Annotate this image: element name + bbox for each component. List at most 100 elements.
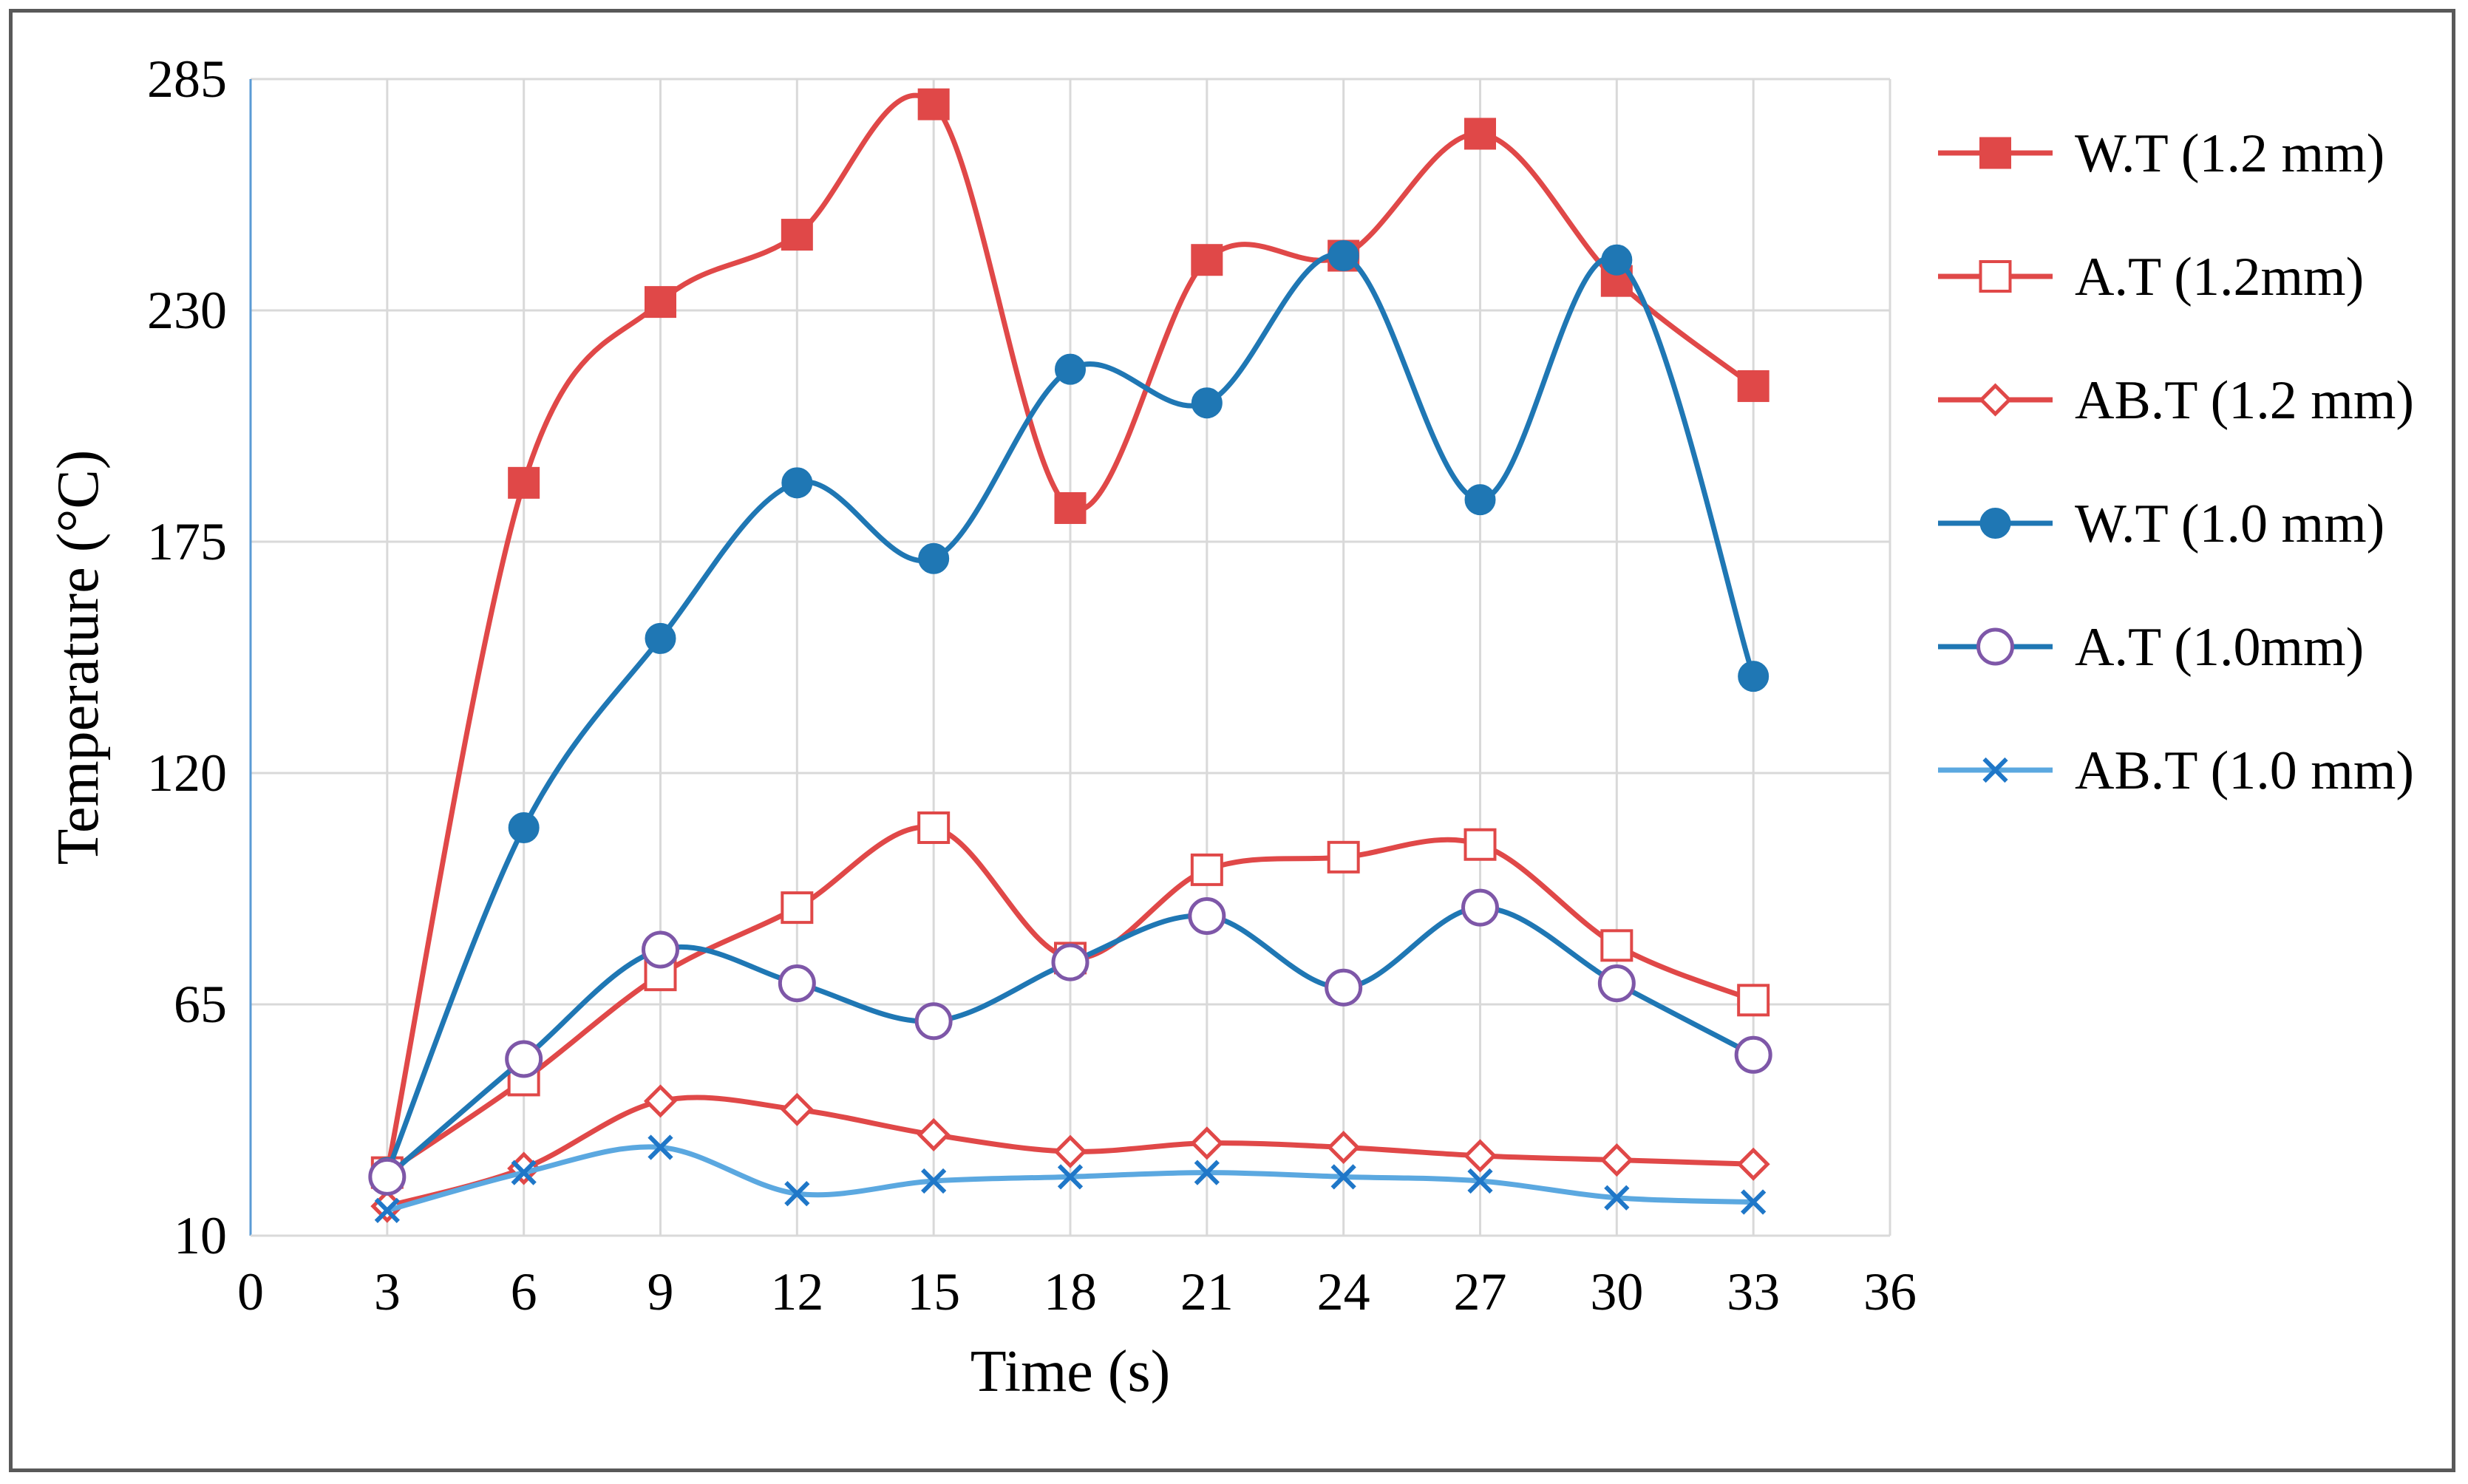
x-tick-label: 6 <box>511 1262 537 1321</box>
data-point <box>1051 943 1089 981</box>
data-point <box>1194 1160 1220 1185</box>
axes: 0 3 6 9 12 15 18 21 24 27 30 33 361065120175230285Ti… <box>46 50 1917 1404</box>
data-point <box>508 811 540 843</box>
data-point <box>1190 853 1223 886</box>
data-point <box>1736 1147 1770 1181</box>
legend-label: AB.T (1.0 mm) <box>2075 741 2414 801</box>
data-point <box>511 1160 537 1185</box>
data-point <box>1330 1164 1356 1190</box>
data-point <box>1190 1126 1224 1160</box>
legend-label: A.T (1.0mm) <box>2075 617 2364 678</box>
data-point <box>1053 1134 1087 1168</box>
data-point <box>780 1092 814 1126</box>
y-axis-title: Temperature (°C) <box>46 450 111 865</box>
legend-marker <box>1979 508 2011 539</box>
data-point <box>1328 240 1359 272</box>
data-point <box>374 1197 400 1223</box>
legend-marker <box>1976 627 2014 666</box>
data-point <box>917 1117 951 1151</box>
data-point <box>1464 118 1496 150</box>
series-line <box>384 251 1756 1176</box>
data-point <box>1325 968 1363 1007</box>
y-tick-label: 10 <box>174 1206 227 1265</box>
x-tick-label: 24 <box>1317 1262 1370 1321</box>
data-point <box>643 1084 678 1118</box>
data-point <box>1191 387 1223 419</box>
line-chart: 0 3 6 9 12 15 18 21 24 27 30 33 361065120175230285Ti… <box>46 50 2414 1404</box>
data-point <box>1600 1143 1634 1177</box>
data-point <box>1188 896 1226 935</box>
legend-label: W.T (1.0 mm) <box>2075 494 2384 554</box>
data-point <box>645 622 676 654</box>
x-tick-label: 15 <box>907 1262 960 1321</box>
data-point <box>642 930 679 969</box>
data-point <box>1327 840 1360 874</box>
legend: W.T (1.2 mm) A.T (1.2mm) AB.T (1.2 mm) W.T … <box>1938 123 2414 801</box>
legend-label: A.T (1.2mm) <box>2075 247 2364 307</box>
legend-item: W.T (1.2 mm) <box>1938 123 2384 184</box>
data-point <box>1597 964 1636 1003</box>
data-point <box>1738 661 1770 692</box>
data-point <box>1464 484 1496 516</box>
legend-label: AB.T (1.2 mm) <box>2075 370 2414 431</box>
data-point <box>917 811 951 844</box>
data-point <box>781 219 813 251</box>
data-point <box>1054 491 1087 524</box>
data-point <box>784 1180 810 1207</box>
x-tick-label: 0 <box>237 1262 264 1321</box>
data-point <box>1467 1168 1493 1194</box>
legend-item: AB.T (1.2 mm) <box>1938 370 2414 431</box>
data-point <box>1463 1139 1498 1173</box>
legend-marker <box>1978 383 2013 417</box>
x-tick-label: 18 <box>1044 1262 1097 1321</box>
y-tick-label: 120 <box>147 743 227 803</box>
x-tick-label: 12 <box>770 1262 823 1321</box>
x-tick-label: 33 <box>1727 1262 1780 1321</box>
legend-item: AB.T (1.0 mm) <box>1938 741 2414 801</box>
chart-frame: 0 3 6 9 12 15 18 21 24 27 30 33 36 10 65 120 175 230 285 Ti… <box>9 9 2455 1472</box>
y-tick-label: 285 <box>147 50 227 109</box>
data-point <box>781 891 814 925</box>
data-point <box>921 1168 947 1194</box>
data-point <box>781 467 813 499</box>
data-point <box>918 542 950 574</box>
data-point <box>778 964 816 1003</box>
y-tick-label: 230 <box>147 281 227 340</box>
data-point <box>1600 929 1634 962</box>
data-point <box>505 1040 543 1078</box>
series-4 <box>368 888 1772 1196</box>
legend-marker <box>1982 757 2008 783</box>
data-point <box>1191 244 1223 276</box>
x-tick-label: 36 <box>1863 1262 1917 1321</box>
x-tick-label: 9 <box>647 1262 674 1321</box>
data-point <box>645 286 676 319</box>
data-point <box>917 88 950 120</box>
x-tick-label: 3 <box>374 1262 401 1321</box>
data-point <box>647 1134 673 1160</box>
data-point <box>1604 1185 1630 1211</box>
legend-marker <box>1979 137 2011 169</box>
series <box>368 88 1772 1223</box>
data-point <box>1055 353 1086 385</box>
legend-label: W.T (1.2 mm) <box>2075 123 2384 184</box>
legend-item: A.T (1.2mm) <box>1938 247 2364 307</box>
y-tick-label: 175 <box>147 512 227 571</box>
data-point <box>1737 984 1770 1017</box>
legend-marker <box>1979 260 2012 293</box>
data-point <box>508 466 540 499</box>
series-5 <box>374 1134 1767 1223</box>
data-point <box>1737 370 1770 402</box>
data-point <box>1734 1035 1772 1074</box>
data-point <box>914 1002 953 1041</box>
data-point <box>1327 1130 1361 1165</box>
x-tick-label: 27 <box>1454 1262 1507 1321</box>
data-point <box>1461 888 1499 927</box>
data-point <box>1057 1164 1084 1190</box>
data-point <box>1741 1189 1767 1215</box>
grid <box>251 78 1891 1237</box>
x-tick-label: 30 <box>1590 1262 1643 1321</box>
data-point <box>1464 828 1497 861</box>
legend-item: W.T (1.0 mm) <box>1938 494 2384 554</box>
data-point <box>368 1157 407 1196</box>
x-axis-title: Time (s) <box>970 1339 1170 1404</box>
